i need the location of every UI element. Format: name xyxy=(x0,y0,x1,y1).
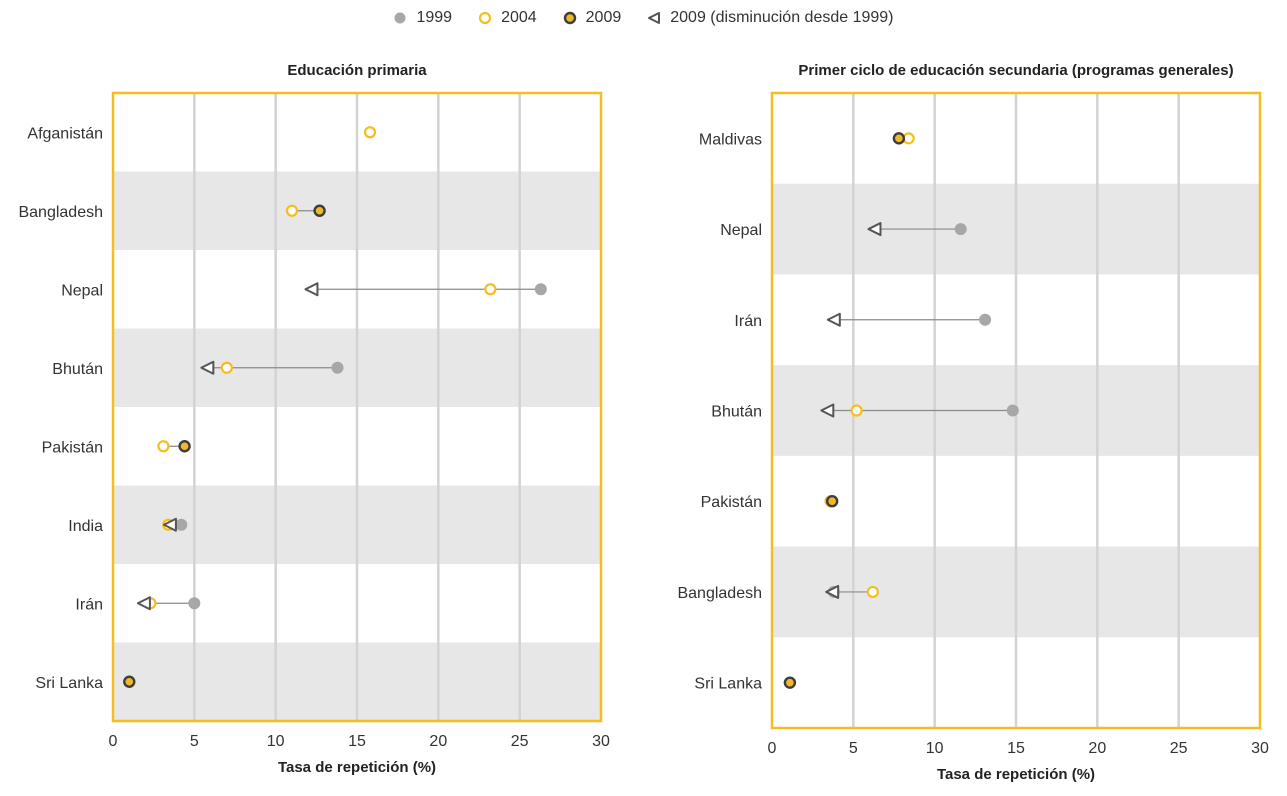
secondary-point-2004 xyxy=(866,585,879,599)
primary-point-1999 xyxy=(175,518,188,531)
legend-item-decline: 2009 (disminución desde 1999) xyxy=(647,9,894,27)
primary-x-tick-label: 0 xyxy=(109,733,118,750)
secondary-point-2009-decline xyxy=(825,584,840,599)
legend-marker-2009-icon xyxy=(563,11,576,25)
secondary-point-2004 xyxy=(850,404,863,417)
primary-x-tick-label: 20 xyxy=(429,733,447,750)
secondary-category-label: Bhután xyxy=(711,404,762,421)
secondary-point-2009 xyxy=(783,676,797,689)
secondary-x-tick-label: 10 xyxy=(926,740,944,757)
primary-point-2009-decline xyxy=(136,596,151,611)
primary-point-2009-decline xyxy=(162,517,177,532)
primary-category-label: Afganistán xyxy=(27,125,103,142)
legend-item-2009: 2009 xyxy=(563,9,622,27)
legend-item-1999: 1999 xyxy=(393,9,452,27)
legend-label-decline: 2009 (disminución desde 1999) xyxy=(670,9,894,26)
legend-marker-1999-icon xyxy=(394,12,406,24)
primary-x-tick-label: 15 xyxy=(348,733,366,750)
legend-marker-2004-icon xyxy=(478,11,492,25)
secondary-category-label: Nepal xyxy=(720,222,762,239)
primary-category-label: Bhután xyxy=(52,361,103,378)
primary-x-axis-label: Tasa de repetición (%) xyxy=(278,759,436,776)
primary-x-tick-label: 30 xyxy=(592,733,610,750)
secondary-category-label: Sri Lanka xyxy=(694,676,762,693)
primary-category-label: Bangladesh xyxy=(18,204,103,221)
secondary-category-label: Irán xyxy=(734,313,762,330)
primary-category-label: Nepal xyxy=(61,282,103,299)
primary-point-2009-decline xyxy=(304,282,319,297)
legend-label-2004: 2004 xyxy=(501,9,537,26)
primary-point-2009 xyxy=(178,440,191,453)
secondary-x-tick-label: 0 xyxy=(768,740,777,757)
primary-category-label: Pakistán xyxy=(42,439,103,456)
secondary-point-2009 xyxy=(892,132,906,145)
primary-point-1999 xyxy=(188,597,201,610)
secondary-x-axis-label: Tasa de repetición (%) xyxy=(937,766,1095,783)
secondary-point-1999 xyxy=(1006,404,1019,417)
secondary-x-tick-label: 5 xyxy=(849,740,858,757)
primary-point-2009-decline xyxy=(200,360,215,375)
primary-point-1999 xyxy=(331,361,344,374)
legend: 1999 2004 2009 2009 (disminución desde 1… xyxy=(0,6,1287,30)
secondary-x-tick-label: 20 xyxy=(1088,740,1106,757)
legend-label-2009: 2009 xyxy=(585,9,622,26)
secondary-plot-frame xyxy=(770,91,1262,730)
primary-point-2004 xyxy=(157,440,170,453)
primary-point-2009 xyxy=(123,675,136,688)
secondary-x-tick-label: 15 xyxy=(1007,740,1025,757)
primary-point-2004 xyxy=(484,283,497,296)
primary-point-1999 xyxy=(534,283,547,296)
secondary-x-tick-label: 25 xyxy=(1170,740,1188,757)
primary-category-label: Sri Lanka xyxy=(35,675,103,692)
secondary-point-1999 xyxy=(954,223,967,236)
legend-marker-decline-icon xyxy=(648,12,661,24)
secondary-x-tick-label: 30 xyxy=(1251,740,1269,757)
secondary-point-2009-decline xyxy=(820,403,835,418)
secondary-category-label: Bangladesh xyxy=(677,585,762,602)
primary-point-2004 xyxy=(285,204,299,217)
primary-x-tick-label: 25 xyxy=(511,733,529,750)
secondary-title: Primer ciclo de educación secundaria (pr… xyxy=(798,62,1233,79)
secondary-point-1999 xyxy=(979,313,992,326)
legend-item-2004: 2004 xyxy=(478,9,537,27)
primary-category-label: India xyxy=(68,518,103,535)
secondary-point-2004 xyxy=(902,132,915,145)
legend-label-1999: 1999 xyxy=(416,9,453,26)
primary-point-2009 xyxy=(313,204,326,217)
secondary-point-2009 xyxy=(825,495,839,508)
primary-category-label: Irán xyxy=(75,596,103,613)
primary-point-2004 xyxy=(220,361,233,374)
primary-x-tick-label: 5 xyxy=(190,733,199,750)
primary-plot-frame xyxy=(111,91,603,723)
secondary-point-2009-decline xyxy=(867,222,882,237)
primary-point-2004 xyxy=(363,126,377,139)
primary-title: Educación primaria xyxy=(287,62,427,79)
primary-x-tick-label: 10 xyxy=(267,733,285,750)
secondary-category-label: Pakistán xyxy=(701,494,762,511)
secondary-point-2009-decline xyxy=(826,312,841,327)
secondary-category-label: Maldivas xyxy=(699,131,762,148)
